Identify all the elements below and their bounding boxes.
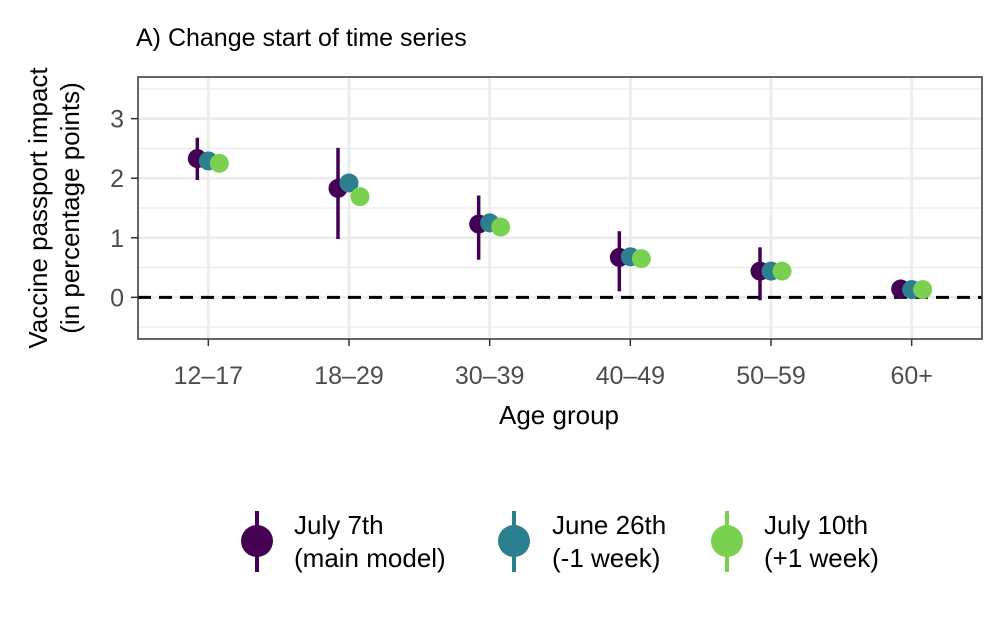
series-3 [209, 153, 933, 300]
panel-border [137, 76, 983, 340]
x-axis: 12–17 18–29 30–39 40–49 50–59 60+ [174, 339, 933, 390]
plot-panel [137, 76, 983, 340]
data-point [772, 261, 792, 281]
y-tick-label: 0 [110, 284, 124, 312]
legend-key-point [241, 525, 273, 557]
legend-label: (+1 week) [764, 543, 879, 573]
y-axis-title-line: (in percentage points) [55, 82, 85, 333]
legend: July 7th(main model)June 26th(-1 week)Ju… [241, 510, 879, 573]
series-1 [187, 137, 911, 301]
legend-item-3: July 10th(+1 week) [711, 510, 879, 573]
x-axis-title: Age group [499, 400, 619, 430]
data-point [491, 217, 511, 237]
y-axis-title: Vaccine passport impact (in percentage po… [23, 67, 85, 349]
x-tick-label: 18–29 [314, 362, 384, 390]
x-tick-label: 30–39 [455, 362, 525, 390]
y-axis: 0 1 2 3 [110, 106, 138, 312]
legend-label: June 26th [552, 510, 666, 540]
data-point [209, 153, 229, 173]
data-point [339, 173, 359, 193]
x-tick-label: 12–17 [174, 362, 244, 390]
x-tick-label: 60+ [890, 362, 932, 390]
y-tick-label: 1 [110, 225, 124, 253]
legend-label: July 7th [294, 510, 384, 540]
x-tick-label: 50–59 [736, 362, 806, 390]
legend-key-point [711, 525, 743, 557]
data-point [913, 280, 933, 300]
y-tick-label: 2 [110, 165, 124, 193]
legend-label: July 10th [764, 510, 868, 540]
legend-item-2: June 26th(-1 week) [498, 510, 666, 573]
legend-item-1: July 7th(main model) [241, 510, 446, 573]
data-point [631, 249, 651, 269]
series-2 [198, 151, 922, 300]
legend-label: (main model) [294, 543, 446, 573]
chart-title: A) Change start of time series [136, 24, 467, 52]
legend-key-point [498, 525, 530, 557]
data-point [350, 187, 370, 207]
legend-label: (-1 week) [552, 543, 660, 573]
y-tick-label: 3 [110, 106, 124, 134]
x-tick-label: 40–49 [596, 362, 666, 390]
y-axis-title-line: Vaccine passport impact [23, 67, 53, 349]
